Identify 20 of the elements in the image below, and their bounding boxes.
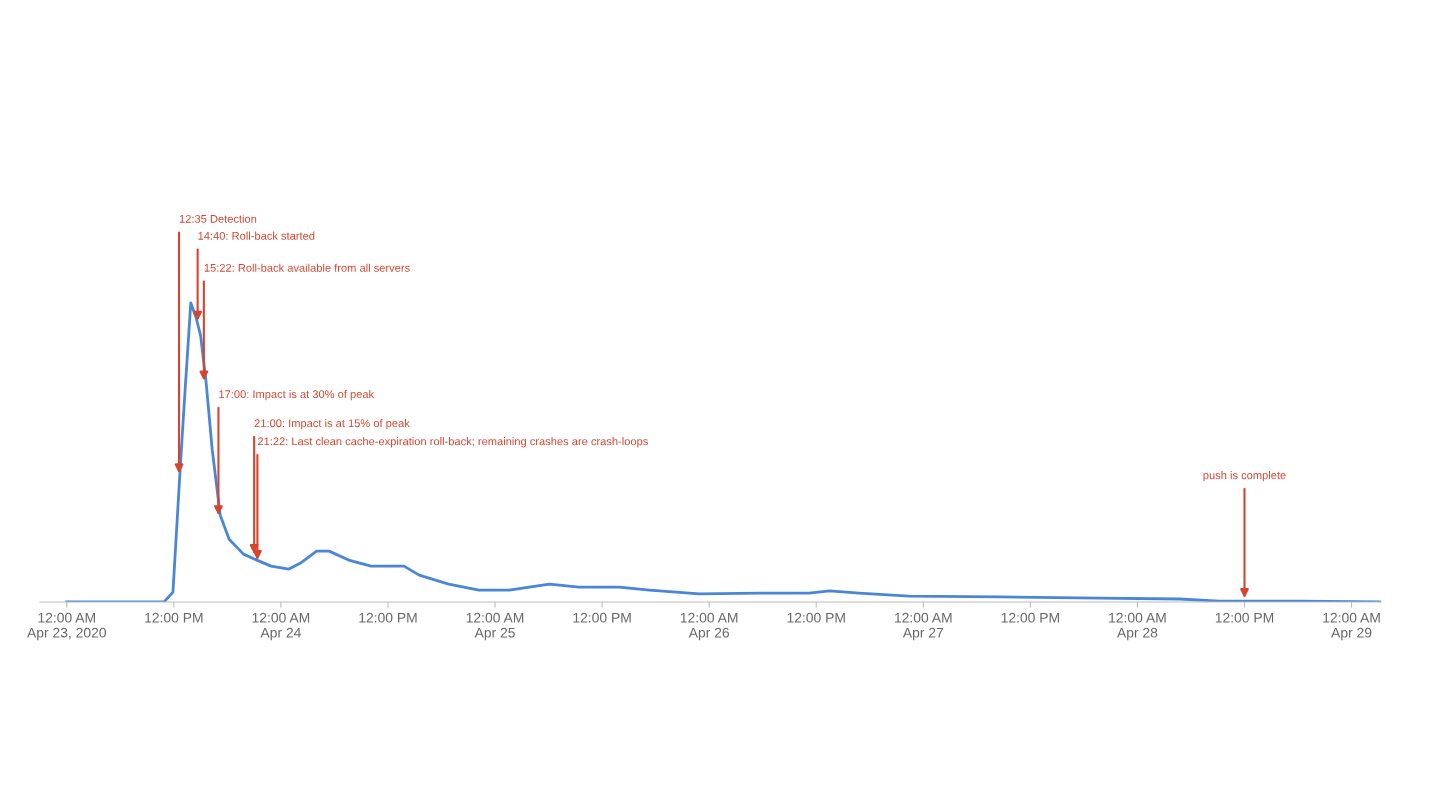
x-tick-label: 12:00 AM Apr 27 (895, 612, 952, 641)
x-tick-label: 12:00 AM Apr 24 (252, 612, 310, 641)
x-tick-label: 12:00 PM (359, 612, 417, 623)
x-tick-label: 12:00 AM Apr 26 (680, 612, 738, 641)
x-tick-label: 12:00 PM (573, 612, 631, 623)
x-tick-label: 12:00 PM (1001, 612, 1059, 623)
x-tick-label: 12:00 PM (145, 612, 203, 623)
x-tick-label: 12:00 AM Apr 29 (1323, 612, 1380, 641)
annotation: push is complete (1203, 471, 1286, 482)
annotation: 21:00: Impact is at 15% of peak (254, 418, 410, 430)
x-tick-label: 12:00 AM Apr 25 (466, 612, 524, 641)
x-tick-label: 12:00 AM Apr 23, 2020 (27, 612, 106, 641)
x-tick-label: 12:00 PM (787, 612, 845, 623)
annotation: 14:40: Roll-back started (198, 231, 315, 240)
annotation: 17:00: Impact is at 30% of peak (219, 389, 375, 401)
x-tick-label: 12:00 PM (1215, 612, 1274, 623)
annotation: 12:35 Detection (179, 214, 257, 223)
annotation: 21:22: Last clean cache-expiration roll-back; remaining crashes are crash-loops (257, 437, 648, 448)
annotation: 15:22: Roll-back available from all servers (204, 263, 410, 272)
x-tick-label: 12:00 AM Apr 28 (1109, 612, 1166, 641)
